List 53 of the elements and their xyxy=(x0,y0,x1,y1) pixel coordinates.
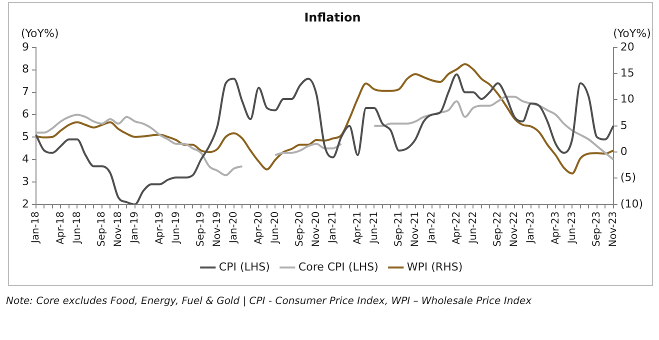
y2-tick-label: (5) xyxy=(620,171,636,184)
y-tick-label: 9 xyxy=(22,40,29,54)
x-tick-label: Apr-21 xyxy=(352,211,364,244)
legend-label: WPI (RHS) xyxy=(406,260,463,274)
y2-tick-label: (10) xyxy=(620,197,644,210)
y-tick-label: 5 xyxy=(22,130,29,143)
x-tick-label: Jan-19 xyxy=(130,211,141,244)
x-tick-label: Jun-18 xyxy=(72,211,83,244)
y-tick-label: 8 xyxy=(22,62,29,76)
text: Note: Core excludes Food, Energy, Fuel & Gold | CPI - Consumer Price Index, WPI – Wholesale Price Index xyxy=(6,296,532,307)
x-tick-label: Jan-22 xyxy=(426,211,438,244)
y-tick-label: 7 xyxy=(22,85,29,98)
y-tick-label: 4 xyxy=(22,152,29,166)
x-tick-label: Sep-22 xyxy=(492,211,504,247)
line-series xyxy=(35,63,614,175)
y2-tick-label: 10 xyxy=(620,92,634,106)
x-tick-label: Sep-20 xyxy=(294,211,306,247)
x-tick-label: Nov-22 xyxy=(509,211,520,248)
x-tick-label: Jun-22 xyxy=(468,211,479,244)
x-tick-label: Nov-18 xyxy=(113,211,124,248)
y2-tick-label: 15 xyxy=(620,66,634,80)
y2-axis-title: (YoY%) xyxy=(613,26,651,40)
x-tick-label: Apr-22 xyxy=(451,211,462,244)
chart-title: Inflation xyxy=(304,10,361,24)
x-tick-label: Nov-19 xyxy=(212,211,224,248)
y2-tick-label: 20 xyxy=(620,40,634,54)
legend-label: Core CPI (LHS) xyxy=(298,260,378,274)
x-tick-label: Jan-18 xyxy=(30,211,42,244)
x-tick-label: Jun-19 xyxy=(170,211,182,244)
x-tick-label: Nov-21 xyxy=(410,211,422,248)
x-tick-label: Jun-23 xyxy=(566,211,578,244)
x-tick-label: Nov-20 xyxy=(311,211,322,248)
x-tick-label: Sep-21 xyxy=(394,211,405,247)
x-tick-label: Jun-21 xyxy=(368,211,380,244)
x-tick-label: Apr-23 xyxy=(550,211,562,244)
y-tick-label: 2 xyxy=(22,197,29,210)
y2-tick-label: 5 xyxy=(620,118,628,132)
x-tick-label: Jun-20 xyxy=(270,211,281,244)
y-axis-title: (YoY%) xyxy=(21,26,59,40)
x-tick-label: Sep-18 xyxy=(96,211,108,247)
x-tick-label: Jan-23 xyxy=(526,211,537,244)
x-tick-label: Sep-23 xyxy=(592,211,603,247)
y-tick-label: 3 xyxy=(22,174,29,188)
x-tick-label: Apr-20 xyxy=(253,211,264,244)
x-tick-label: Jan-21 xyxy=(328,211,339,244)
legend-label: CPI (LHS) xyxy=(218,260,270,274)
x-tick-label: Sep-19 xyxy=(196,211,207,247)
x-tick-label: Jan-20 xyxy=(228,211,240,244)
x-tick-label: Nov-23 xyxy=(608,211,620,248)
x-tick-label: Apr-18 xyxy=(55,211,66,244)
y-tick-label: 6 xyxy=(22,108,29,121)
y2-tick-label: 0 xyxy=(620,144,628,158)
x-tick-label: Apr-19 xyxy=(154,211,166,244)
